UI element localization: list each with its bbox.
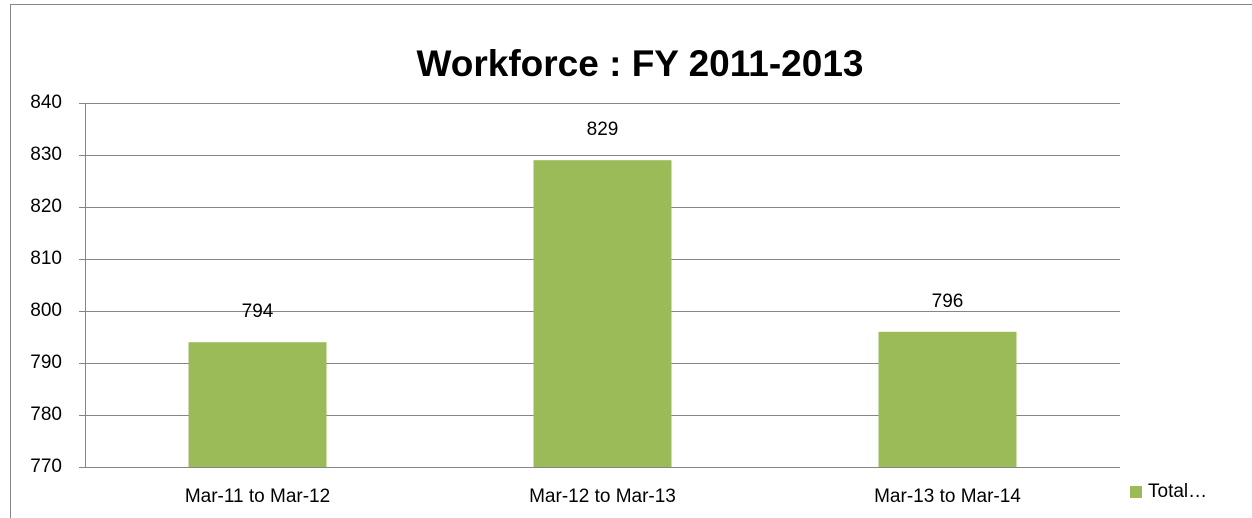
- x-tick-label: Mar-12 to Mar-13: [529, 486, 676, 507]
- y-tick-label: 810: [30, 248, 62, 269]
- legend-swatch: [1130, 486, 1142, 498]
- x-tick-label: Mar-13 to Mar-14: [874, 486, 1021, 507]
- y-tick-label: 800: [30, 300, 62, 321]
- bar: [188, 342, 327, 467]
- y-tick-label: 770: [30, 456, 62, 477]
- data-label: 794: [242, 301, 274, 322]
- chart-title: Workforce : FY 2011-2013: [417, 43, 864, 84]
- data-label: 829: [587, 119, 619, 140]
- data-label: 796: [932, 291, 964, 312]
- bar: [878, 331, 1017, 467]
- x-tick-label: Mar-11 to Mar-12: [185, 486, 330, 507]
- y-tick-label: 790: [30, 352, 62, 373]
- y-tick-label: 840: [30, 92, 62, 113]
- bar: [533, 160, 672, 467]
- legend-label: Total…: [1148, 481, 1207, 502]
- y-tick-label: 780: [30, 404, 62, 425]
- y-tick-label: 820: [30, 196, 62, 217]
- y-tick-label: 830: [30, 144, 62, 165]
